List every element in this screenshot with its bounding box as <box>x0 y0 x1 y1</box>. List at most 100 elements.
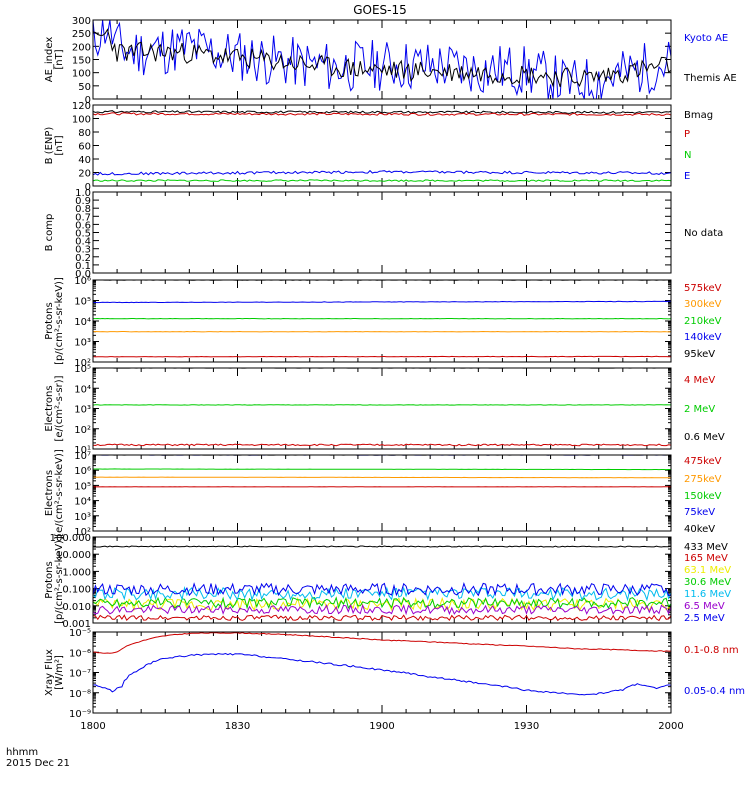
chart-title: GOES-15 <box>353 3 407 17</box>
legend-entry: 40keV <box>684 524 715 535</box>
panel-frame <box>92 279 672 363</box>
series-165-mev <box>92 614 672 622</box>
y-tick-label: 100 <box>72 115 91 126</box>
y-tick-label: 0.8 <box>75 204 91 215</box>
y-tick-label: 0.3 <box>75 245 91 256</box>
y-axis-label: Electrons <box>44 470 55 516</box>
y-tick-label: 10⁵ <box>74 297 91 308</box>
x-tick-label: 1900 <box>369 721 394 732</box>
series-275kev <box>93 476 671 479</box>
y-tick-label: 0.001 <box>62 619 91 630</box>
y-tick-label: 10⁻⁹ <box>69 709 91 720</box>
legend-entry: 2 MeV <box>684 404 715 415</box>
y-tick-label: 20 <box>78 169 91 180</box>
y-axis-label: AE_index <box>44 37 55 83</box>
panel-frame <box>92 454 672 532</box>
y-axis-label: [nT] <box>54 49 65 69</box>
y-tick-label: 10⁻⁷ <box>69 669 91 680</box>
y-axis-label: [W/m²] <box>54 655 65 690</box>
series-kyoto-ae <box>92 19 672 100</box>
panel-bcomp: 0.00.10.20.30.40.50.60.70.80.91.0 B comp N… <box>44 188 723 280</box>
panel-protons2: 0.001 0.010 0.100 1.000 10.000 100.000 Protons… <box>44 533 731 630</box>
y-axis-label: [e/(cm²-s-sr)] <box>54 375 65 441</box>
legend-entry: Kyoto AE <box>684 33 728 44</box>
y-tick-label: 100.000 <box>50 533 91 544</box>
y-tick-label: 0.1 <box>75 261 91 272</box>
y-tick-label: 10.000 <box>56 550 91 561</box>
series-140kev <box>93 300 671 304</box>
y-tick-label: 150 <box>72 56 91 67</box>
y-tick-label: 10⁴ <box>74 497 91 508</box>
x-tick-label: 1930 <box>514 721 539 732</box>
y-tick-label: 250 <box>72 29 91 40</box>
y-tick-label: 10⁶ <box>74 466 91 477</box>
y-tick-label: 1.0 <box>75 188 91 199</box>
x-axis-date: 2015 Dec 21 <box>6 758 70 769</box>
y-tick-label: 80 <box>78 128 91 139</box>
y-tick-label: 0.7 <box>75 212 91 223</box>
y-tick-label: 10⁻⁶ <box>69 648 91 659</box>
y-tick-label: 0.4 <box>75 237 91 248</box>
y-axis-label: [p/(cm²-s-sr-keV)] <box>54 536 65 624</box>
legend-entry: 150keV <box>684 491 722 502</box>
y-axis-label: [p/(cm²-s-sr-keV)] <box>54 277 65 365</box>
y-tick-label: 10² <box>74 358 91 369</box>
legend-entry: 0.1-0.8 nm <box>684 645 739 656</box>
y-tick-label: 10³ <box>74 405 91 416</box>
y-tick-label: 0.9 <box>75 196 91 207</box>
y-tick-label: 100 <box>72 69 91 80</box>
legend-entry: 575keV <box>684 283 722 294</box>
y-tick-label: 10¹ <box>74 445 91 456</box>
legend-entry: 11.6 MeV <box>684 589 731 600</box>
series-150kev <box>93 468 671 471</box>
legend-entry: 63.1 MeV <box>684 565 731 576</box>
legend-entry: 210keV <box>684 316 722 327</box>
series-575kev <box>92 355 671 358</box>
x-tick-label: 2000 <box>658 721 683 732</box>
series-0-05-0-4-nm <box>92 652 672 696</box>
x-tick-label: 1800 <box>80 721 105 732</box>
legend-entry: E <box>684 171 690 182</box>
legend-entry: 0.6 MeV <box>684 432 725 443</box>
y-axis-label: Protons <box>44 302 55 339</box>
y-tick-label: 10⁷ <box>74 451 91 462</box>
panel-protons1: 10² 10³ 10⁴ 10⁵ 10⁶ Protons [p/(cm²-s-sr-keV)]… <box>44 276 722 369</box>
series-63-1-mev <box>92 596 672 612</box>
y-tick-label: 300 <box>72 16 91 27</box>
y-tick-label: 10³ <box>74 512 91 523</box>
series-2-5-mev <box>92 582 672 597</box>
panel-electrons1: 10¹ 10² 10³ 10⁴ 10⁵ Electrons [e/(cm²-s-sr)] 4 … <box>44 364 725 456</box>
legend-entry: 4 MeV <box>684 375 715 386</box>
legend-entry: 0.05-0.4 nm <box>684 686 745 697</box>
legend-entry: 95keV <box>684 349 715 360</box>
series-p <box>92 112 672 116</box>
series-0-1-0-8-nm <box>92 632 671 654</box>
x-tick-label: 1830 <box>225 721 250 732</box>
legend-entry: Themis AE <box>683 73 737 84</box>
legend-entry: 433 MeV <box>684 542 728 553</box>
series-433-mev <box>93 545 672 548</box>
series-themis-ae <box>92 28 672 88</box>
no-data-label: No data <box>684 228 723 239</box>
legend-entry: 165 MeV <box>684 553 728 564</box>
y-tick-label: 1.000 <box>62 567 91 578</box>
legend-entry: 6.5 MeV <box>684 601 725 612</box>
y-axis-label: Protons <box>44 561 55 598</box>
y-axis-label: Xray Flux <box>44 649 55 696</box>
panel-frame <box>92 631 672 714</box>
legend-entry: 2.5 MeV <box>684 613 725 624</box>
legend-entry: 300keV <box>684 299 722 310</box>
y-tick-label: 0.010 <box>62 602 91 613</box>
y-tick-label: 0.100 <box>62 585 91 596</box>
y-tick-label: 0.6 <box>75 220 91 231</box>
panel-frame <box>92 536 672 624</box>
y-axis-label: Electrons <box>44 385 55 431</box>
legend-entry: 475keV <box>684 456 722 467</box>
panel-xray: 10⁻⁹ 10⁻⁸ 10⁻⁷ 10⁻⁶ 10⁻⁵ Xray Flux [W/m²] 0.1-0… <box>44 628 745 720</box>
panel-frame <box>92 19 672 100</box>
y-tick-label: 0.2 <box>75 253 91 264</box>
y-axis-label: [e/(cm²-s-sr-keV)] <box>54 449 65 537</box>
y-tick-label: 10⁴ <box>74 317 91 328</box>
